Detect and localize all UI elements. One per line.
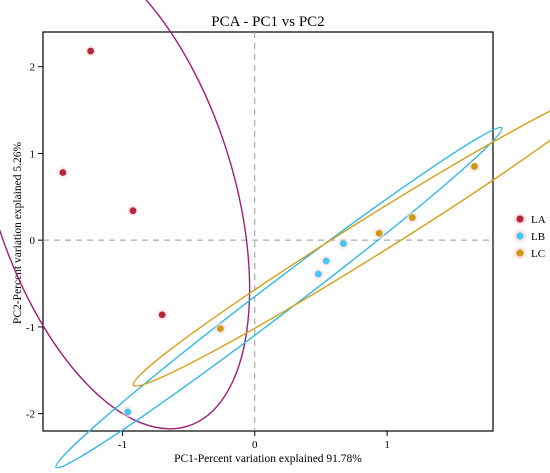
point-lb xyxy=(314,270,322,278)
point-lb xyxy=(340,240,347,248)
point-lc xyxy=(375,229,383,237)
legend-marker-lc xyxy=(516,249,524,257)
y-tick-label: -2 xyxy=(26,409,35,421)
legend: LA LB LC xyxy=(514,213,546,260)
y-tick-label: 1 xyxy=(30,148,36,160)
point-la xyxy=(59,169,67,176)
point-lc xyxy=(216,325,224,333)
y-tick-label: 0 xyxy=(30,235,36,247)
legend-label-lb: LB xyxy=(531,231,545,243)
y-tick-label: -1 xyxy=(26,322,35,334)
y-tick-label: 2 xyxy=(30,62,36,74)
point-lc xyxy=(408,214,416,222)
plot-frame xyxy=(42,31,494,432)
point-lc xyxy=(471,163,478,170)
x-tick-label: 1 xyxy=(384,439,390,451)
legend-label-lc: LC xyxy=(531,248,545,260)
ellipse-la xyxy=(0,0,251,430)
point-lb xyxy=(124,408,132,416)
legend-marker-lb xyxy=(516,232,524,240)
chart-title: PCA - PC1 vs PC2 xyxy=(211,14,324,30)
x-axis-label: PC1-Percent variation explained 91.78% xyxy=(174,453,362,465)
x-tick-label: 0 xyxy=(252,439,258,451)
point-lb xyxy=(322,257,330,265)
point-la xyxy=(129,207,137,215)
ellipse-lc xyxy=(132,86,550,387)
point-la xyxy=(87,47,95,55)
ellipse-lb xyxy=(55,126,503,469)
legend-label-la: LA xyxy=(531,214,546,226)
point-la xyxy=(158,311,166,319)
x-tick-label: -1 xyxy=(118,439,127,451)
y-axis-label: PC2-Percent variation explained 5.26% xyxy=(12,142,24,324)
legend-marker-la xyxy=(516,215,524,223)
